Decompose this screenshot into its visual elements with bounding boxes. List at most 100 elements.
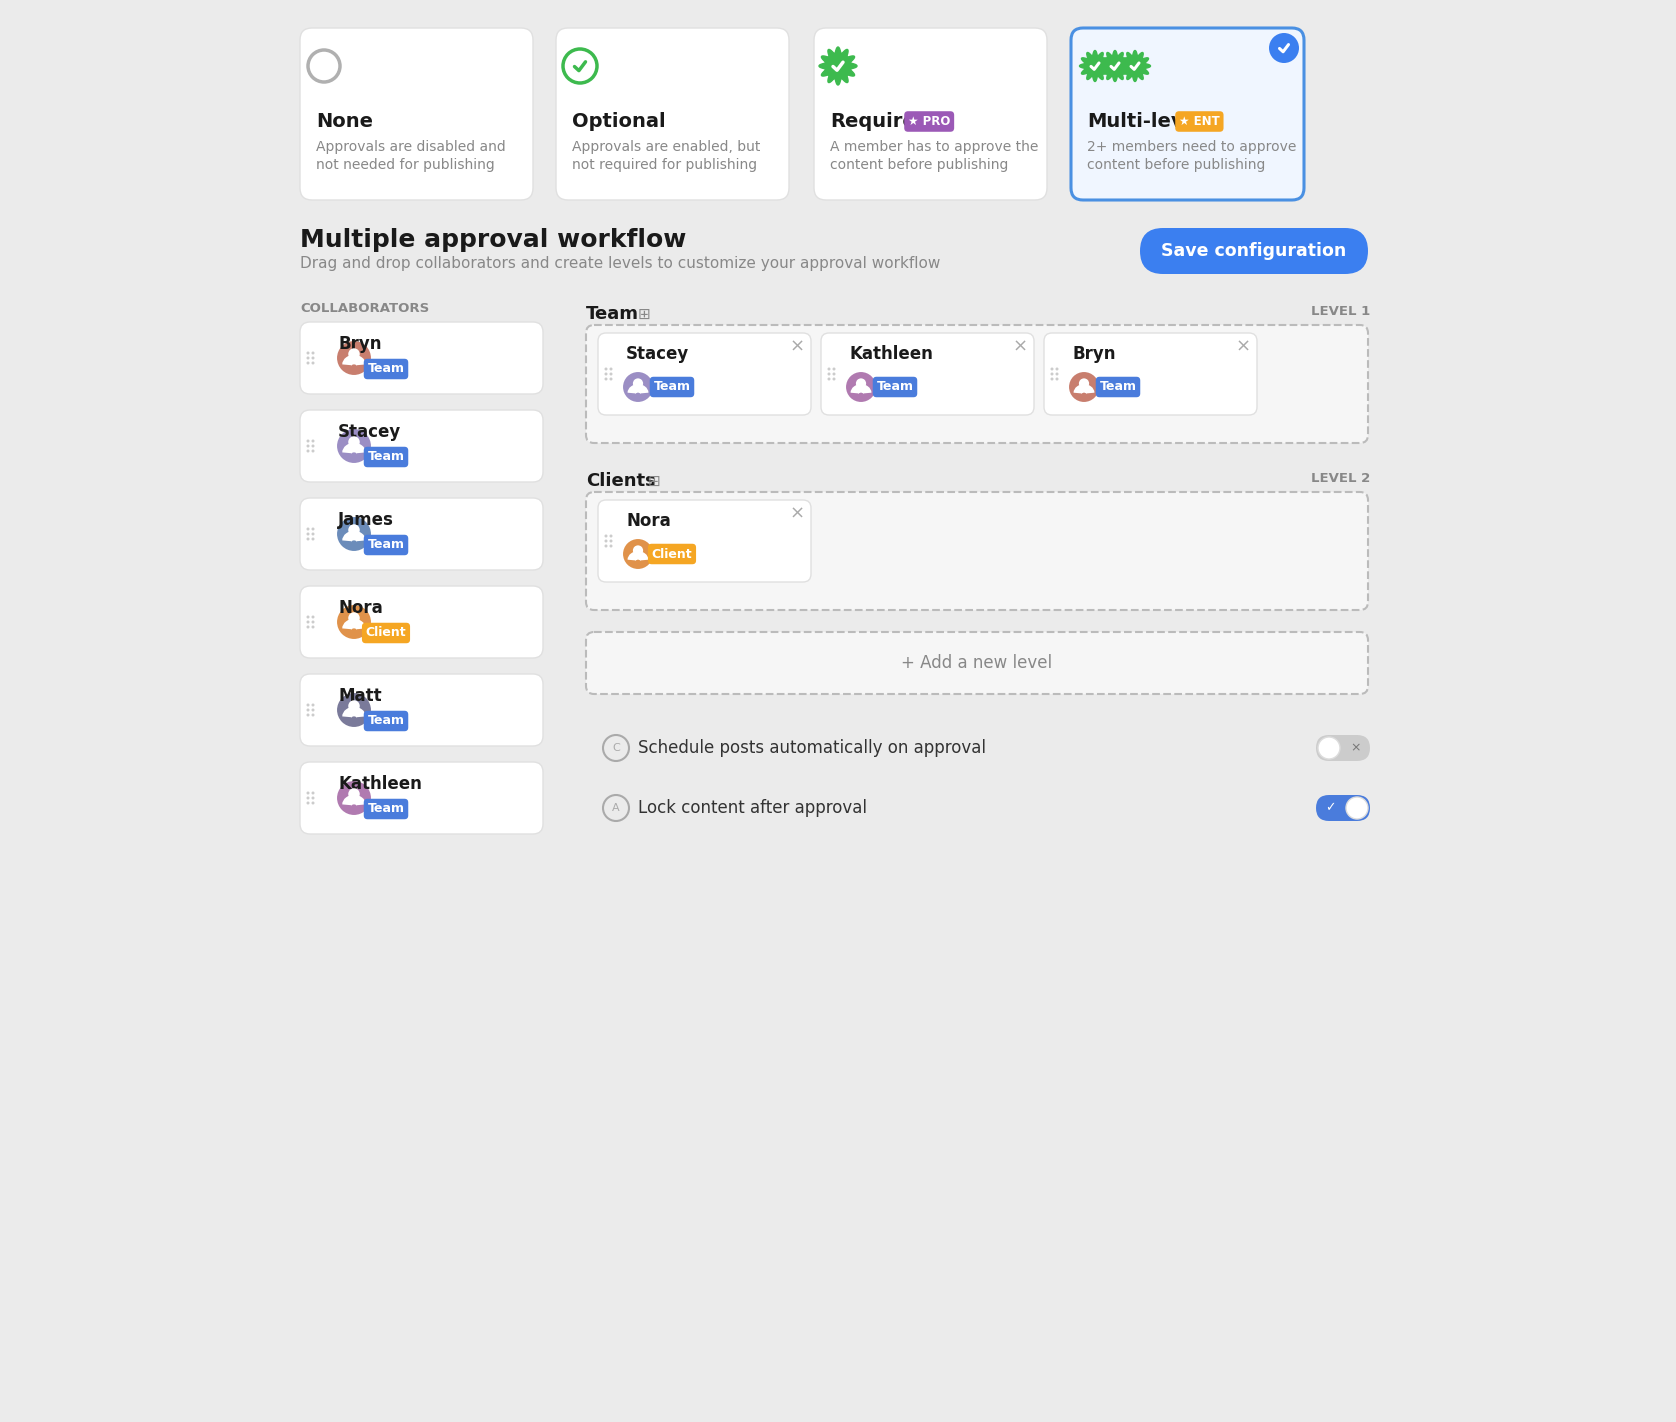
FancyBboxPatch shape (587, 326, 1368, 444)
Text: Drag and drop collaborators and create levels to customize your approval workflo: Drag and drop collaborators and create l… (300, 256, 940, 272)
Circle shape (833, 377, 836, 381)
Circle shape (312, 714, 315, 717)
FancyBboxPatch shape (815, 28, 1048, 201)
Circle shape (605, 545, 607, 547)
Circle shape (312, 802, 315, 805)
Circle shape (307, 532, 310, 536)
Circle shape (610, 377, 612, 381)
Circle shape (833, 373, 836, 375)
Text: ×: × (1351, 741, 1361, 755)
Text: COLLABORATORS: COLLABORATORS (300, 301, 429, 316)
FancyBboxPatch shape (300, 28, 533, 201)
Text: LEVEL 1: LEVEL 1 (1311, 304, 1369, 319)
Text: ★ ENT: ★ ENT (1178, 115, 1220, 128)
FancyBboxPatch shape (1316, 735, 1369, 761)
Circle shape (307, 528, 310, 530)
Circle shape (828, 367, 831, 371)
Text: Client: Client (365, 627, 406, 640)
Text: + Add a new level: + Add a new level (902, 654, 1053, 673)
Circle shape (1051, 373, 1054, 375)
FancyBboxPatch shape (1044, 333, 1257, 415)
Text: Approvals are enabled, but: Approvals are enabled, but (572, 139, 761, 154)
Circle shape (833, 367, 836, 371)
Circle shape (1051, 367, 1054, 371)
Circle shape (1051, 377, 1054, 381)
Circle shape (634, 378, 644, 388)
FancyBboxPatch shape (300, 586, 543, 658)
Text: Nora: Nora (627, 512, 670, 530)
Text: 2+ members need to approve: 2+ members need to approve (1088, 139, 1296, 154)
Text: Team: Team (367, 363, 404, 375)
Circle shape (1056, 367, 1059, 371)
Text: Kathleen: Kathleen (850, 346, 934, 363)
Circle shape (349, 348, 360, 360)
Text: Team: Team (654, 381, 691, 394)
Circle shape (605, 373, 607, 375)
FancyBboxPatch shape (300, 498, 543, 570)
Circle shape (312, 708, 315, 711)
Text: ×: × (789, 505, 804, 523)
Text: None: None (317, 112, 374, 131)
Text: Multiple approval workflow: Multiple approval workflow (300, 228, 687, 252)
FancyBboxPatch shape (300, 674, 543, 747)
Text: Client: Client (652, 547, 692, 560)
Text: C: C (612, 744, 620, 754)
FancyBboxPatch shape (1316, 795, 1369, 820)
Circle shape (312, 792, 315, 795)
Circle shape (349, 437, 360, 448)
Text: ✓: ✓ (1324, 802, 1336, 815)
Text: Nora: Nora (339, 599, 382, 617)
Text: A member has to approve the: A member has to approve the (830, 139, 1039, 154)
Circle shape (610, 539, 612, 543)
Circle shape (312, 528, 315, 530)
Circle shape (307, 796, 310, 799)
Circle shape (312, 439, 315, 442)
FancyBboxPatch shape (587, 631, 1368, 694)
Text: Kathleen: Kathleen (339, 775, 422, 793)
FancyBboxPatch shape (598, 333, 811, 415)
Polygon shape (1099, 51, 1131, 81)
Text: LEVEL 2: LEVEL 2 (1311, 472, 1369, 485)
Circle shape (349, 525, 360, 536)
Circle shape (605, 377, 607, 381)
Circle shape (307, 445, 310, 448)
Circle shape (335, 428, 372, 464)
Circle shape (312, 704, 315, 707)
Text: Optional: Optional (572, 112, 665, 131)
Text: content before publishing: content before publishing (1088, 158, 1265, 172)
Circle shape (307, 792, 310, 795)
Circle shape (312, 626, 315, 629)
Text: Stacey: Stacey (627, 346, 689, 363)
Circle shape (307, 708, 310, 711)
FancyBboxPatch shape (587, 492, 1368, 610)
Text: ⊞: ⊞ (649, 474, 660, 489)
Text: Team: Team (1099, 381, 1136, 394)
Text: ⊞: ⊞ (639, 307, 650, 321)
Text: James: James (339, 510, 394, 529)
Circle shape (307, 626, 310, 629)
Polygon shape (1079, 51, 1111, 81)
Circle shape (1068, 371, 1099, 402)
Text: Bryn: Bryn (339, 336, 382, 353)
Circle shape (335, 340, 372, 375)
Circle shape (312, 616, 315, 619)
Text: Required: Required (830, 112, 930, 131)
Circle shape (634, 546, 644, 556)
Circle shape (335, 604, 372, 640)
Circle shape (307, 616, 310, 619)
Circle shape (349, 788, 360, 799)
Circle shape (1346, 796, 1368, 819)
Circle shape (610, 373, 612, 375)
Circle shape (610, 535, 612, 538)
Text: Save configuration: Save configuration (1161, 242, 1346, 260)
Text: content before publishing: content before publishing (830, 158, 1009, 172)
Circle shape (605, 535, 607, 538)
Circle shape (312, 796, 315, 799)
Circle shape (828, 377, 831, 381)
Circle shape (856, 378, 866, 388)
FancyBboxPatch shape (556, 28, 789, 201)
Circle shape (307, 357, 310, 360)
Text: Team: Team (367, 539, 404, 552)
Circle shape (610, 367, 612, 371)
Circle shape (307, 538, 310, 540)
